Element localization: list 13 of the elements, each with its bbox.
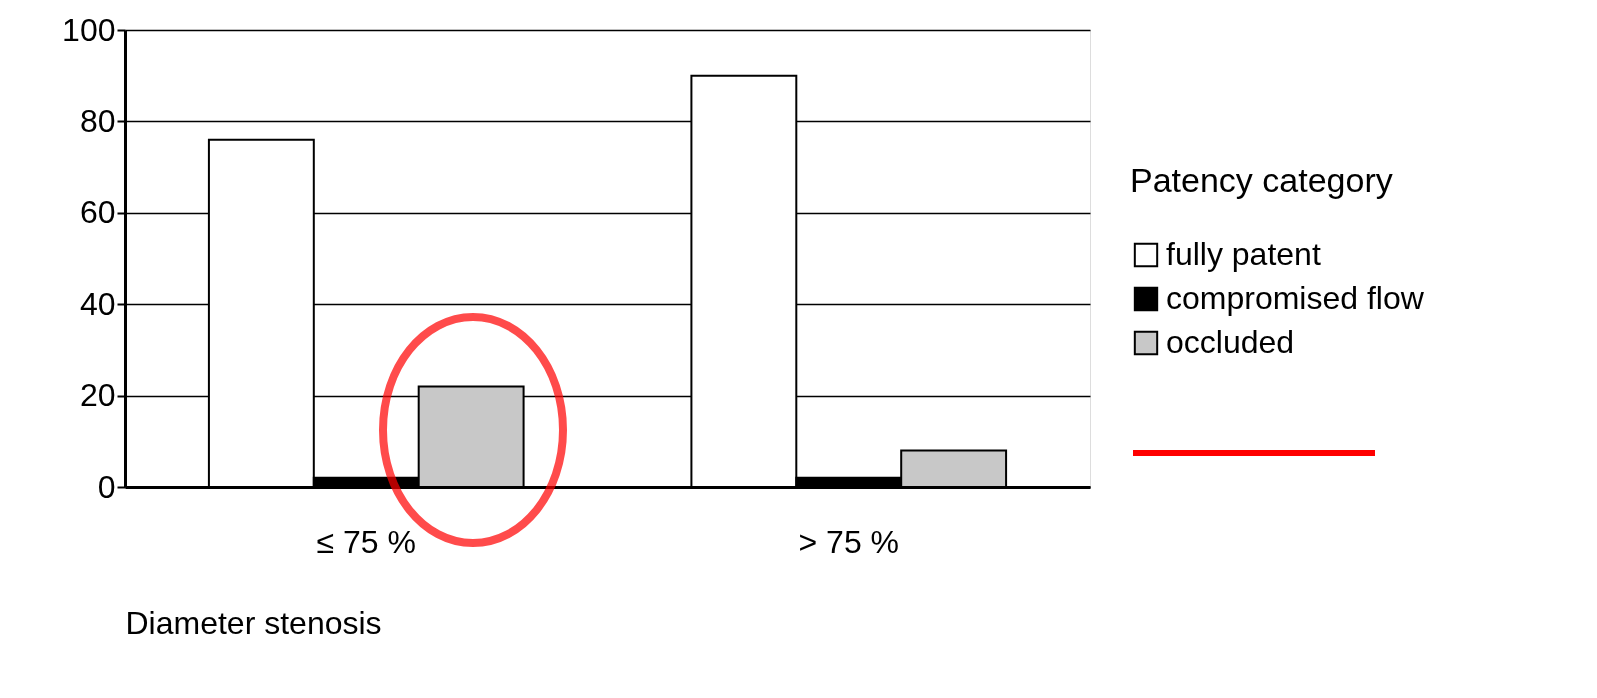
y-tick-label: 100 [62,11,116,48]
legend-label: occluded [1166,324,1295,360]
y-tick-label: 60 [79,194,116,231]
x-axis-title: Diameter stenosis [125,604,382,641]
y-tick-label: 20 [79,377,116,414]
x-tick-label: ≤ 75 % [316,523,416,560]
legend-label: compromised flow [1166,280,1425,316]
y-tick-label: 40 [79,285,116,322]
x-tick-label: > 75 % [798,523,900,560]
y-tick-label: 0 [97,468,116,505]
legend-label: fully patent [1166,236,1321,272]
y-tick-label: 80 [79,102,116,139]
legend-title: Patency category [1130,161,1393,199]
